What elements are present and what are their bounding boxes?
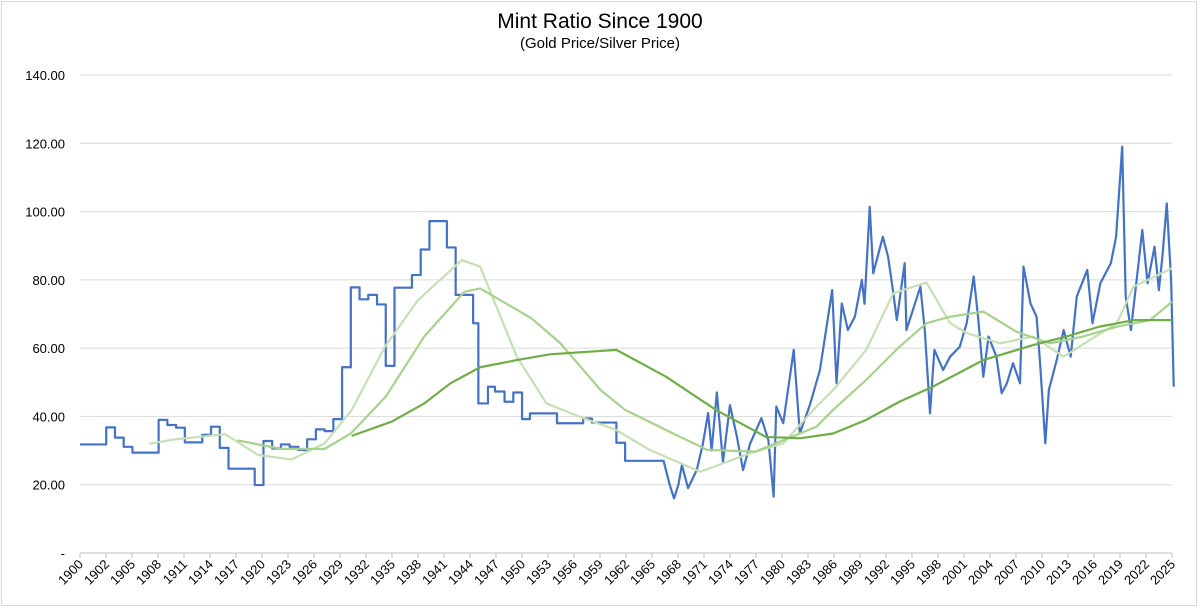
x-tick-label: 1989 bbox=[835, 557, 866, 588]
series-line-2 bbox=[237, 287, 1173, 453]
x-tick-label: 2004 bbox=[965, 557, 996, 588]
x-tick-label: 1929 bbox=[315, 557, 346, 588]
x-tick-label: 1926 bbox=[289, 557, 320, 588]
y-tick-label: 40.00 bbox=[32, 409, 65, 424]
x-tick-label: 2010 bbox=[1017, 557, 1048, 588]
x-tick-label: 1902 bbox=[81, 557, 112, 588]
x-tick-label: 1971 bbox=[679, 557, 710, 588]
x-tick-label: 1950 bbox=[497, 557, 528, 588]
x-tick-label: 1920 bbox=[237, 557, 268, 588]
x-tick-label: 1941 bbox=[419, 557, 450, 588]
x-tick-label: 2025 bbox=[1147, 557, 1178, 588]
x-tick-label: 1977 bbox=[731, 557, 762, 588]
chart-title: Mint Ratio Since 1900 bbox=[497, 10, 703, 33]
y-tick-label: 100.00 bbox=[25, 205, 65, 220]
series-line-1 bbox=[148, 258, 1173, 473]
y-tick-label: 80.00 bbox=[32, 273, 65, 288]
x-tick-label: 1953 bbox=[523, 557, 554, 588]
x-tick-label: 1962 bbox=[601, 557, 632, 588]
x-tick-label: 1968 bbox=[653, 557, 684, 588]
x-tick-label: 1932 bbox=[341, 557, 372, 588]
x-tick-label: 2016 bbox=[1069, 557, 1100, 588]
x-tick-label: 1986 bbox=[809, 557, 840, 588]
x-tick-label: 1947 bbox=[471, 557, 502, 588]
x-tick-label: 1983 bbox=[783, 557, 814, 588]
x-tick-label: 2001 bbox=[939, 557, 970, 588]
x-tick-label: 1980 bbox=[757, 557, 788, 588]
y-tick-label: 20.00 bbox=[32, 478, 65, 493]
y-tick-label: 60.00 bbox=[32, 341, 65, 356]
x-tick-label: 1944 bbox=[445, 557, 476, 588]
x-tick-label: 1905 bbox=[107, 557, 138, 588]
series-line-3 bbox=[351, 319, 1172, 440]
x-tick-label: 2022 bbox=[1121, 557, 1152, 588]
x-tick-label: 1995 bbox=[887, 557, 918, 588]
x-tick-label: 1998 bbox=[913, 557, 944, 588]
x-tick-label: 1938 bbox=[393, 557, 424, 588]
x-tick-label: 2007 bbox=[991, 557, 1022, 588]
y-tick-label: 120.00 bbox=[25, 136, 65, 151]
x-tick-label: 1908 bbox=[133, 557, 164, 588]
x-tick-label: 1992 bbox=[861, 557, 892, 588]
x-tick-label: 1935 bbox=[367, 557, 398, 588]
x-tick-label: 1956 bbox=[549, 557, 580, 588]
series-line-0 bbox=[80, 145, 1175, 500]
x-tick-label: 1965 bbox=[627, 557, 658, 588]
x-tick-label: 1917 bbox=[211, 557, 242, 588]
x-tick-label: 1974 bbox=[705, 557, 736, 588]
x-tick-label: 1959 bbox=[575, 557, 606, 588]
x-tick-label: 1923 bbox=[263, 557, 294, 588]
x-tick-label: 1914 bbox=[185, 557, 216, 588]
y-tick-label: - bbox=[61, 546, 65, 561]
x-tick-label: 2019 bbox=[1095, 557, 1126, 588]
y-tick-label: 140.00 bbox=[25, 68, 65, 83]
chart-subtitle: (Gold Price/Silver Price) bbox=[519, 35, 681, 52]
x-tick-label: 1900 bbox=[55, 557, 86, 588]
x-tick-label: 2013 bbox=[1043, 557, 1074, 588]
x-tick-label: 1911 bbox=[160, 557, 190, 587]
